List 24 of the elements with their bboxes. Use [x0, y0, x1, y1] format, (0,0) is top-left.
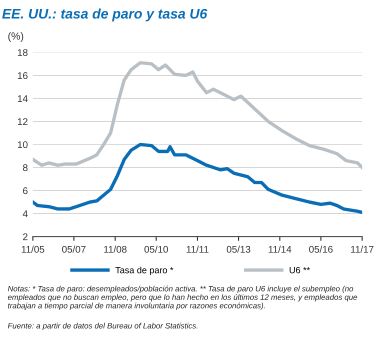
y-tick-label: 14: [18, 95, 28, 102]
x-tick-label: 11/11: [186, 246, 208, 253]
x-tick-label: 11/14: [268, 246, 292, 253]
y-tick-label: 4: [22, 210, 28, 218]
y-tick-label: 8: [23, 164, 28, 172]
x-tick-label: 11/08: [104, 246, 127, 253]
x-tick-label: 05/13: [226, 246, 250, 253]
chart-title: EE. UU.: tasa de paro y tasa U6: [2, 8, 208, 22]
line-series: [32, 61, 362, 170]
y-tick-label: 2: [23, 233, 28, 240]
x-tick-label: 05/07: [62, 246, 86, 253]
y-tick-label: 16: [18, 72, 28, 80]
x-tick-label: 05/10: [144, 246, 168, 253]
legend-label: U6 **: [290, 266, 310, 274]
x-tick-label: 11/17: [351, 246, 374, 253]
line-series: [32, 142, 362, 214]
x-tick-label: 05/16: [309, 246, 333, 253]
legend-label: Tasa de paro *: [115, 266, 174, 276]
x-tick-label: 11/05: [22, 246, 44, 253]
y-axis-title: (%): [8, 32, 24, 42]
y-tick-label: 12: [18, 118, 28, 125]
y-tick-label: 18: [18, 49, 28, 56]
y-tick-label: 6: [23, 187, 28, 194]
y-tick-label: 10: [18, 141, 28, 148]
